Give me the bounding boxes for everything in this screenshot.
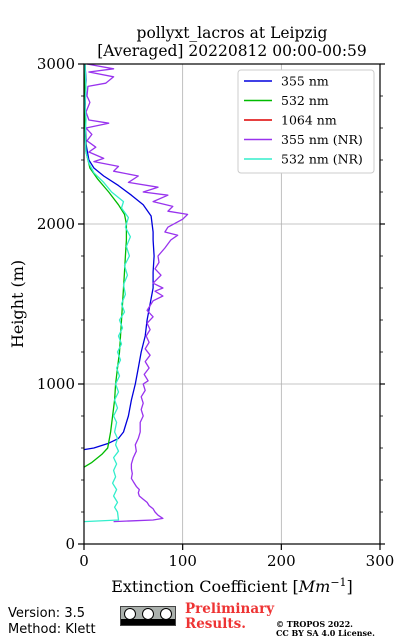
cc-by-sa-logo bbox=[120, 606, 176, 626]
y-tick-label: 2000 bbox=[37, 215, 75, 233]
by-icon bbox=[142, 607, 154, 620]
chart-title-line-2: [Averaged] 20220812 00:00-00:59 bbox=[97, 42, 367, 60]
plot-frame bbox=[83, 63, 381, 545]
legend-label-4: 532 nm (NR) bbox=[281, 152, 363, 167]
cc-icon bbox=[124, 607, 136, 620]
series-line-3 bbox=[85, 63, 189, 523]
legend-label-0: 355 nm bbox=[281, 74, 329, 89]
legend-label-1: 532 nm bbox=[281, 93, 329, 108]
series-line-1 bbox=[83, 64, 128, 468]
legend-label-3: 355 nm (NR) bbox=[281, 132, 363, 147]
series-lines bbox=[83, 63, 189, 523]
y-axis-label: Height (m) bbox=[8, 260, 27, 348]
preliminary-results-label: Preliminary Results. bbox=[185, 601, 275, 632]
chart-title-line-1: pollyxt_lacros at Leipzig bbox=[137, 24, 328, 42]
method-text: Method: Klett bbox=[8, 622, 96, 637]
x-tick-label: 100 bbox=[168, 552, 197, 570]
y-tick-label: 0 bbox=[65, 535, 75, 553]
legend-box bbox=[237, 69, 375, 174]
y-tick-label: 1000 bbox=[37, 375, 75, 393]
x-axis-label: Extinction Coefficient [Mm−1] bbox=[111, 576, 353, 596]
version-text: Version: 3.5 bbox=[8, 606, 85, 621]
sa-icon bbox=[160, 607, 172, 620]
y-tick-label: 3000 bbox=[37, 55, 75, 73]
series-line-4 bbox=[83, 63, 132, 523]
x-tick-label: 300 bbox=[366, 552, 395, 570]
series-line-0 bbox=[83, 63, 155, 451]
x-tick-label: 0 bbox=[79, 552, 89, 570]
legend-label-2: 1064 nm bbox=[281, 113, 337, 128]
copyright-notice: © TROPOS 2022. CC BY SA 4.0 License. bbox=[276, 619, 375, 638]
legend: 355 nm 532 nm 1064 nm 355 nm (NR) 532 nm (NR… bbox=[237, 69, 375, 174]
x-tick-label: 200 bbox=[267, 552, 296, 570]
footer-info: Version: 3.5 Method: Klett bbox=[8, 606, 96, 638]
